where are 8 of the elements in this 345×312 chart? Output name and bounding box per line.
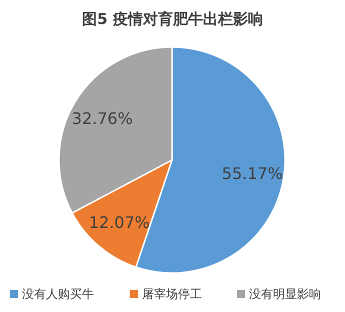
chart-title: 图5 疫情对育肥牛出栏影响	[82, 10, 263, 28]
legend-item: 没有明显影响	[237, 287, 321, 301]
data-label: 12.07%	[88, 213, 150, 232]
legend-label: 屠宰场停工	[142, 287, 202, 301]
data-label: 55.17%	[222, 164, 283, 184]
legend-item: 屠宰场停工	[130, 287, 202, 301]
data-label: 32.76%	[72, 109, 133, 128]
legend-item: 没有人购买牛	[10, 287, 94, 301]
